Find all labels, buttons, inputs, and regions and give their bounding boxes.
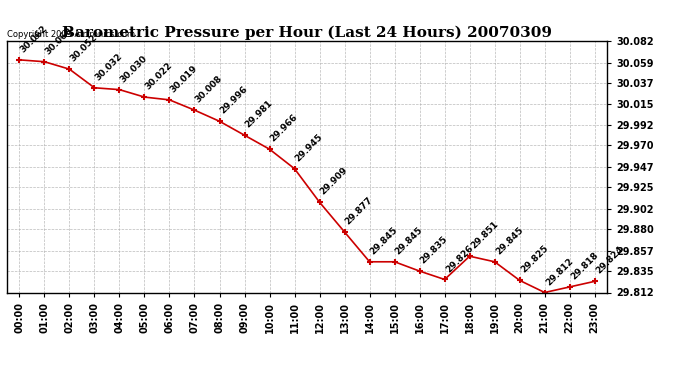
- Text: 29.996: 29.996: [219, 85, 250, 116]
- Text: 29.845: 29.845: [494, 225, 525, 256]
- Text: 29.851: 29.851: [469, 220, 500, 251]
- Text: 29.877: 29.877: [344, 195, 375, 226]
- Text: 29.945: 29.945: [294, 132, 325, 163]
- Text: 30.032: 30.032: [94, 51, 124, 82]
- Text: 29.812: 29.812: [544, 256, 575, 287]
- Text: 30.030: 30.030: [119, 54, 149, 84]
- Text: 29.966: 29.966: [268, 112, 299, 144]
- Text: 29.845: 29.845: [368, 225, 400, 256]
- Text: 29.818: 29.818: [569, 251, 600, 281]
- Text: 30.019: 30.019: [168, 63, 199, 94]
- Text: 29.909: 29.909: [319, 166, 350, 196]
- Text: 30.060: 30.060: [43, 26, 75, 56]
- Title: Barometric Pressure per Hour (Last 24 Hours) 20070309: Barometric Pressure per Hour (Last 24 Ho…: [62, 26, 552, 40]
- Text: 29.981: 29.981: [244, 99, 275, 130]
- Text: 29.824: 29.824: [594, 245, 625, 276]
- Text: 29.835: 29.835: [419, 235, 450, 266]
- Text: 30.022: 30.022: [144, 61, 175, 92]
- Text: 30.052: 30.052: [68, 33, 99, 64]
- Text: 29.826: 29.826: [444, 243, 475, 274]
- Text: 29.825: 29.825: [519, 244, 550, 275]
- Text: Copyright 2009 Airtronics.com: Copyright 2009 Airtronics.com: [7, 30, 135, 39]
- Text: 30.008: 30.008: [194, 74, 224, 105]
- Text: 29.845: 29.845: [394, 225, 425, 256]
- Text: 30.062: 30.062: [19, 24, 49, 54]
